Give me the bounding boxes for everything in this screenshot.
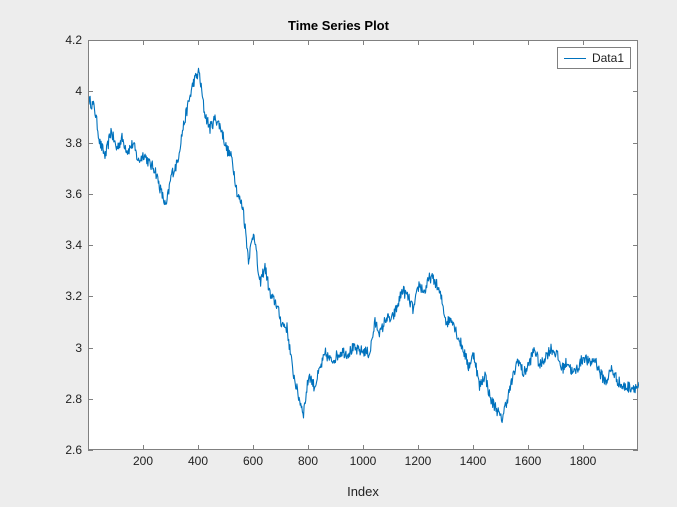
- x-tick-mark: [418, 445, 419, 450]
- x-tick-mark: [363, 445, 364, 450]
- series-line-data1: [89, 68, 639, 422]
- y-tick-label: 2.8: [58, 392, 82, 406]
- x-tick-label: 1200: [405, 454, 432, 468]
- x-tick-mark: [473, 445, 474, 450]
- x-tick-mark: [253, 445, 254, 450]
- x-tick-mark: [418, 40, 419, 45]
- y-tick-mark: [633, 194, 638, 195]
- y-tick-mark: [88, 143, 93, 144]
- x-tick-mark: [308, 445, 309, 450]
- x-tick-mark: [363, 40, 364, 45]
- x-tick-label: 200: [133, 454, 153, 468]
- legend-label: Data1: [592, 51, 624, 65]
- y-tick-label: 3.2: [58, 289, 82, 303]
- x-tick-mark: [528, 445, 529, 450]
- x-tick-mark: [583, 40, 584, 45]
- y-tick-mark: [633, 348, 638, 349]
- x-tick-mark: [198, 445, 199, 450]
- y-tick-mark: [633, 399, 638, 400]
- y-tick-label: 2.6: [58, 443, 82, 457]
- chart-title: Time Series Plot: [0, 18, 677, 33]
- x-tick-label: 1800: [570, 454, 597, 468]
- x-tick-mark: [473, 40, 474, 45]
- y-tick-label: 3.8: [58, 136, 82, 150]
- y-tick-mark: [88, 194, 93, 195]
- x-tick-label: 600: [243, 454, 263, 468]
- x-tick-mark: [143, 40, 144, 45]
- x-tick-label: 800: [298, 454, 318, 468]
- x-tick-label: 1600: [515, 454, 542, 468]
- y-tick-label: 3.6: [58, 187, 82, 201]
- y-tick-mark: [88, 245, 93, 246]
- y-tick-label: 4.2: [58, 33, 82, 47]
- y-tick-mark: [88, 40, 93, 41]
- x-tick-mark: [583, 445, 584, 450]
- x-tick-mark: [198, 40, 199, 45]
- x-tick-label: 1400: [460, 454, 487, 468]
- plot-axes: Data1: [88, 40, 638, 450]
- y-tick-mark: [633, 91, 638, 92]
- y-tick-mark: [633, 450, 638, 451]
- x-tick-label: 1000: [350, 454, 377, 468]
- y-tick-label: 4: [58, 84, 82, 98]
- y-tick-mark: [88, 296, 93, 297]
- y-tick-mark: [88, 348, 93, 349]
- x-axis-label: Index: [88, 484, 638, 499]
- y-tick-label: 3.4: [58, 238, 82, 252]
- x-tick-mark: [308, 40, 309, 45]
- line-plot-svg: [89, 41, 639, 451]
- y-tick-mark: [88, 399, 93, 400]
- legend: Data1: [557, 47, 631, 69]
- figure: Time Series Plot Data1 Index 200 400 600 80…: [0, 0, 677, 507]
- y-tick-mark: [633, 40, 638, 41]
- x-tick-label: 400: [188, 454, 208, 468]
- y-tick-mark: [633, 245, 638, 246]
- y-tick-mark: [633, 296, 638, 297]
- y-tick-mark: [88, 91, 93, 92]
- x-tick-mark: [528, 40, 529, 45]
- x-tick-mark: [253, 40, 254, 45]
- legend-item: Data1: [564, 50, 624, 66]
- x-tick-mark: [143, 445, 144, 450]
- y-tick-mark: [88, 450, 93, 451]
- legend-swatch: [564, 58, 586, 59]
- y-tick-mark: [633, 143, 638, 144]
- y-tick-label: 3: [58, 341, 82, 355]
